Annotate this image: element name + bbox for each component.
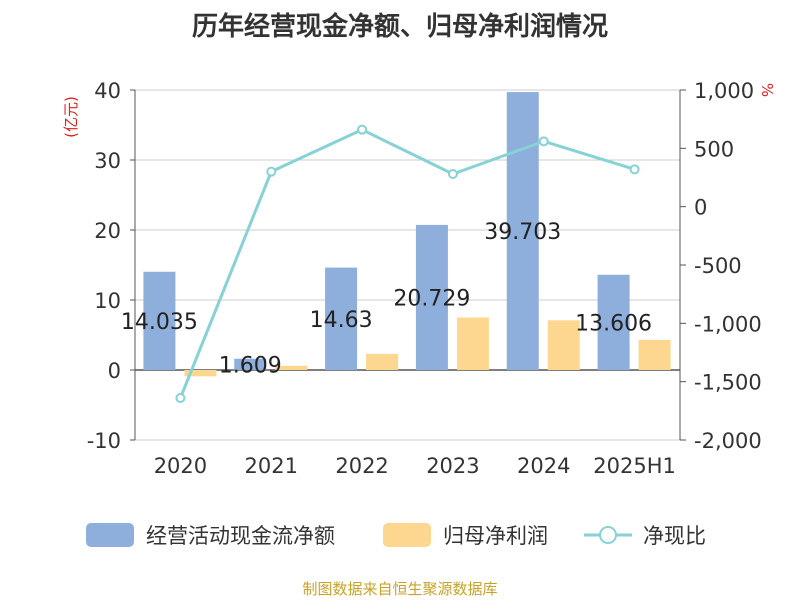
data-label: 14.035 bbox=[121, 310, 198, 335]
line-point-cash-ratio bbox=[266, 166, 277, 177]
y-left-tick-label: 0 bbox=[108, 359, 121, 383]
data-label: 20.729 bbox=[393, 286, 470, 311]
bar-operating-cashflow bbox=[234, 358, 267, 370]
y-left-unit-label: (亿元) bbox=[62, 96, 80, 138]
x-tick-label: 2020 bbox=[154, 454, 207, 478]
chart-source: 制图数据来自恒生聚源数据库 bbox=[302, 580, 498, 598]
chart-title: 历年经营现金净额、归母净利润情况 bbox=[191, 12, 608, 42]
y-left-tick-label: 40 bbox=[94, 79, 121, 103]
y-right-tick-label: 1,000 bbox=[694, 79, 754, 103]
line-point-cash-ratio bbox=[175, 393, 186, 403]
bar-operating-cashflow bbox=[143, 271, 176, 370]
bar-net-profit bbox=[184, 370, 217, 377]
y-left-tick-label: -10 bbox=[87, 429, 121, 453]
bar-operating-cashflow bbox=[415, 224, 448, 370]
y-right-tick-label: -500 bbox=[694, 254, 742, 278]
x-tick-label: 2024 bbox=[517, 454, 570, 478]
data-label: 39.703 bbox=[484, 220, 561, 245]
line-cash-ratio bbox=[179, 128, 636, 399]
x-tick-label: 2021 bbox=[245, 454, 298, 478]
y-right-tick-label: -1,000 bbox=[694, 312, 762, 336]
legend-swatch-operating-cashflow bbox=[86, 523, 134, 547]
data-label: 13.606 bbox=[575, 311, 652, 336]
x-tick-label: 2022 bbox=[335, 454, 388, 478]
legend-label-cash-ratio: 净现比 bbox=[643, 524, 706, 548]
legend-marker-cash-ratio bbox=[599, 526, 617, 544]
bar-net-profit bbox=[275, 365, 308, 370]
y-right-unit-label: % bbox=[758, 83, 776, 97]
data-label: 14.63 bbox=[310, 308, 373, 333]
bar-operating-cashflow bbox=[325, 267, 358, 370]
line-point-cash-ratio bbox=[538, 136, 549, 147]
bar-operating-cashflow bbox=[597, 274, 630, 370]
y-right-tick-label: 0 bbox=[694, 196, 707, 220]
legend-label-operating-cashflow: 经营活动现金流净额 bbox=[146, 524, 335, 548]
y-left-tick-label: 20 bbox=[94, 219, 121, 243]
legend-label-net-profit: 归母净利润 bbox=[443, 524, 548, 548]
y-right-tick-label: 500 bbox=[694, 137, 734, 161]
line-point-cash-ratio bbox=[629, 164, 640, 175]
data-label: 1.609 bbox=[219, 353, 282, 378]
legend-swatch-net-profit bbox=[383, 523, 431, 547]
y-right-tick-label: -1,500 bbox=[694, 371, 762, 395]
x-tick-label: 2025H1 bbox=[593, 454, 676, 478]
x-tick-label: 2023 bbox=[426, 454, 479, 478]
bar-operating-cashflow bbox=[506, 92, 539, 370]
line-point-cash-ratio bbox=[447, 169, 458, 179]
bar-net-profit bbox=[456, 317, 489, 370]
bar-net-profit bbox=[638, 339, 671, 370]
bar-net-profit bbox=[547, 320, 580, 370]
line-point-cash-ratio bbox=[357, 124, 368, 135]
y-left-tick-label: 10 bbox=[94, 289, 121, 313]
y-right-tick-label: -2,000 bbox=[694, 429, 762, 453]
bar-net-profit bbox=[366, 353, 399, 370]
y-left-tick-label: 30 bbox=[94, 149, 121, 173]
